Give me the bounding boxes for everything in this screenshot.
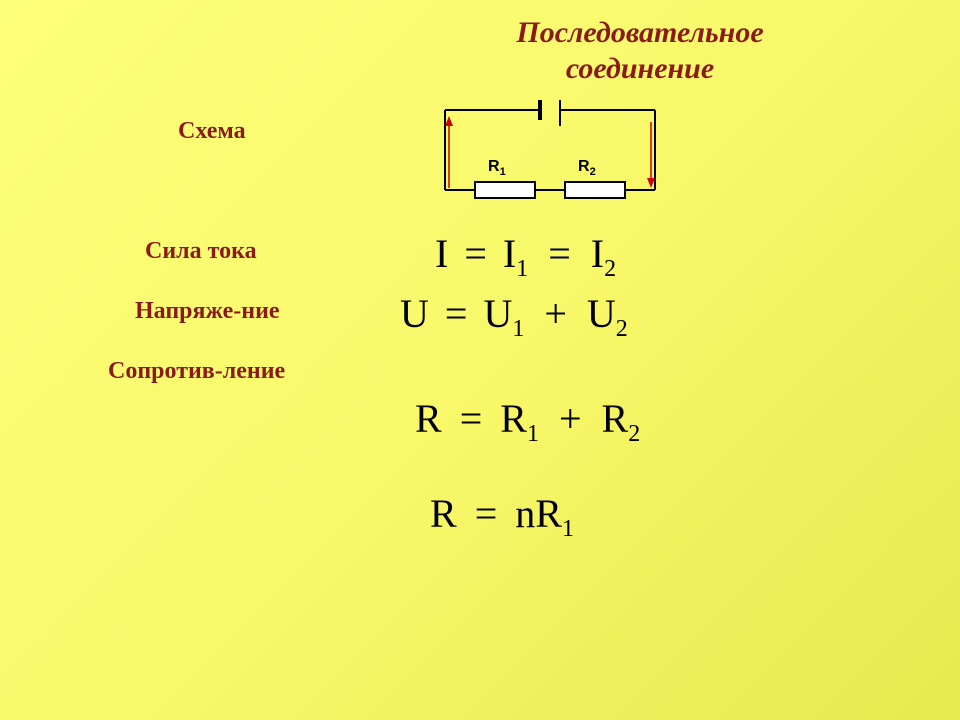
- label-current: Сила тока: [145, 238, 257, 265]
- r1-label: R1: [488, 158, 506, 178]
- title-line2: соединение: [566, 52, 714, 85]
- formula-resistance-n: R = nR1: [430, 490, 574, 543]
- formula-voltage: U = U1 + U2: [400, 290, 628, 343]
- label-voltage: Напряже-ние: [135, 298, 280, 325]
- label-schema: Схема: [178, 118, 246, 145]
- formula-current: I = I1 = I2: [435, 230, 616, 283]
- title-line1: Последовательное: [516, 16, 763, 49]
- label-resistance: Сопротив-ление: [108, 358, 285, 385]
- circuit-svg: [430, 100, 670, 210]
- circuit-diagram: R1 R2: [430, 100, 670, 210]
- title: Последовательное соединение: [390, 15, 890, 87]
- r2-label: R2: [578, 158, 596, 178]
- formula-resistance: R = R1 + R2: [415, 395, 640, 448]
